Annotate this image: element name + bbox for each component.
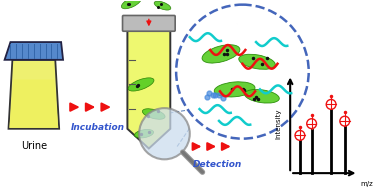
Ellipse shape	[214, 82, 255, 97]
Ellipse shape	[239, 54, 275, 69]
FancyBboxPatch shape	[123, 15, 175, 31]
Text: m/z: m/z	[360, 181, 373, 187]
Ellipse shape	[142, 109, 165, 119]
Ellipse shape	[134, 129, 154, 138]
Polygon shape	[128, 30, 170, 149]
Polygon shape	[9, 80, 58, 128]
Ellipse shape	[128, 78, 154, 91]
Ellipse shape	[244, 89, 279, 103]
Circle shape	[139, 108, 190, 159]
Text: Incubation: Incubation	[71, 123, 125, 132]
Text: Intensity: Intensity	[276, 109, 282, 139]
Circle shape	[176, 5, 309, 139]
Ellipse shape	[154, 1, 171, 10]
Ellipse shape	[202, 45, 240, 63]
Polygon shape	[4, 42, 63, 60]
Polygon shape	[9, 60, 59, 129]
Ellipse shape	[122, 0, 141, 9]
Text: Urine: Urine	[21, 141, 47, 151]
Text: Detection: Detection	[192, 160, 242, 169]
